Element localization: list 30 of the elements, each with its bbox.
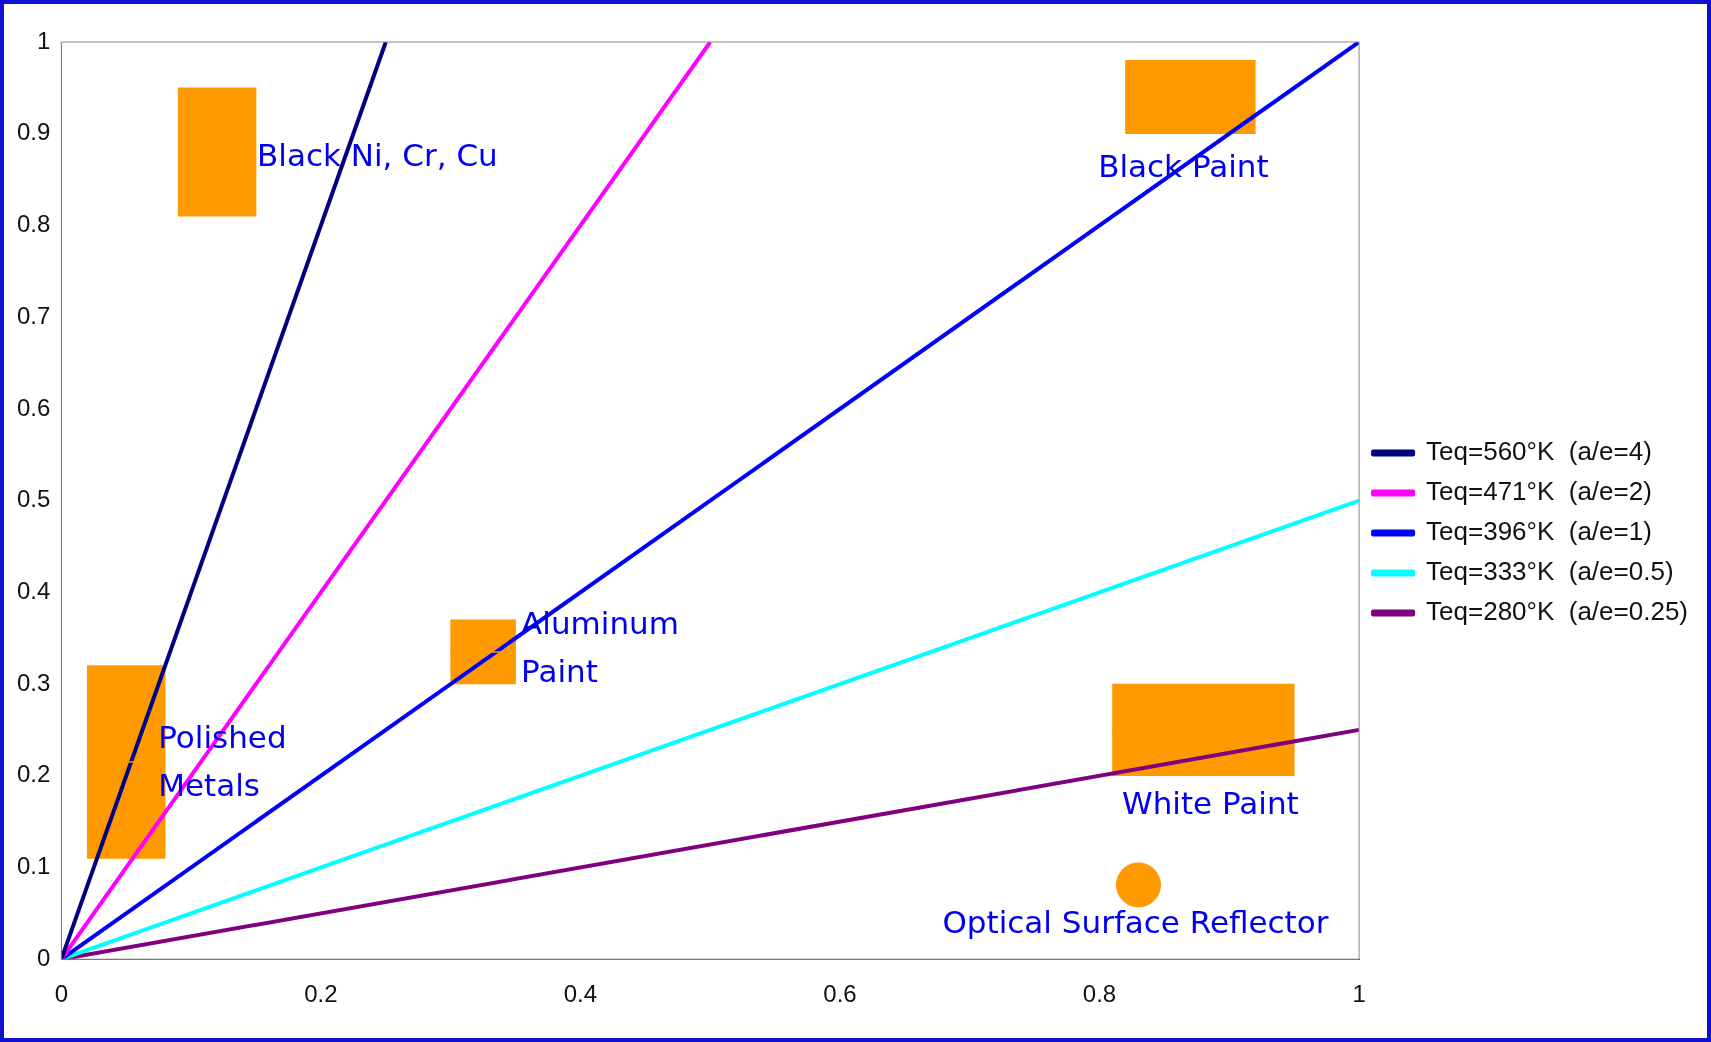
y-tick-label: 0.1 (16, 852, 51, 880)
legend-label: Teq=280°K (a/e=0.25) (1426, 596, 1688, 627)
legend-label: Teq=560°K (a/e=4) (1426, 436, 1652, 467)
bar (450, 619, 516, 685)
y-tick-label: 0.3 (16, 668, 51, 696)
x-tick-label: 0.6 (823, 980, 857, 1008)
annotation: Optical Surface Reflector (942, 903, 1329, 940)
x-tick-label: 0.8 (1082, 980, 1117, 1008)
x-tick-label: 0.2 (304, 980, 338, 1008)
y-tick-label: 0.5 (16, 485, 51, 513)
legend-label: Teq=396°K (a/e=1) (1426, 516, 1652, 547)
y-tick-label: 0.6 (16, 393, 51, 421)
y-tick-label: 0.9 (16, 118, 51, 146)
y-tick-label: 1 (37, 26, 51, 54)
annotation: White Paint (1122, 784, 1299, 821)
y-tick-label: 0.4 (16, 576, 51, 604)
legend-label: Teq=471°K (a/e=2) (1426, 476, 1652, 507)
bar (1125, 60, 1256, 135)
y-tick-label: 0 (37, 943, 51, 971)
bar (1112, 683, 1295, 777)
legend-label: Teq=333°K (a/e=0.5) (1426, 556, 1674, 587)
x-tick-label: 1 (1352, 980, 1366, 1008)
x-tick-label: 0 (54, 980, 69, 1008)
annotation: Black Paint (1098, 148, 1269, 185)
annotation: Black Ni, Cr, Cu (257, 137, 498, 174)
x-tick-label: 0.4 (563, 980, 598, 1008)
bar (177, 87, 257, 217)
y-tick-label: 0.8 (16, 210, 51, 238)
y-tick-label: 0.2 (16, 760, 51, 788)
y-tick-label: 0.7 (16, 301, 51, 329)
